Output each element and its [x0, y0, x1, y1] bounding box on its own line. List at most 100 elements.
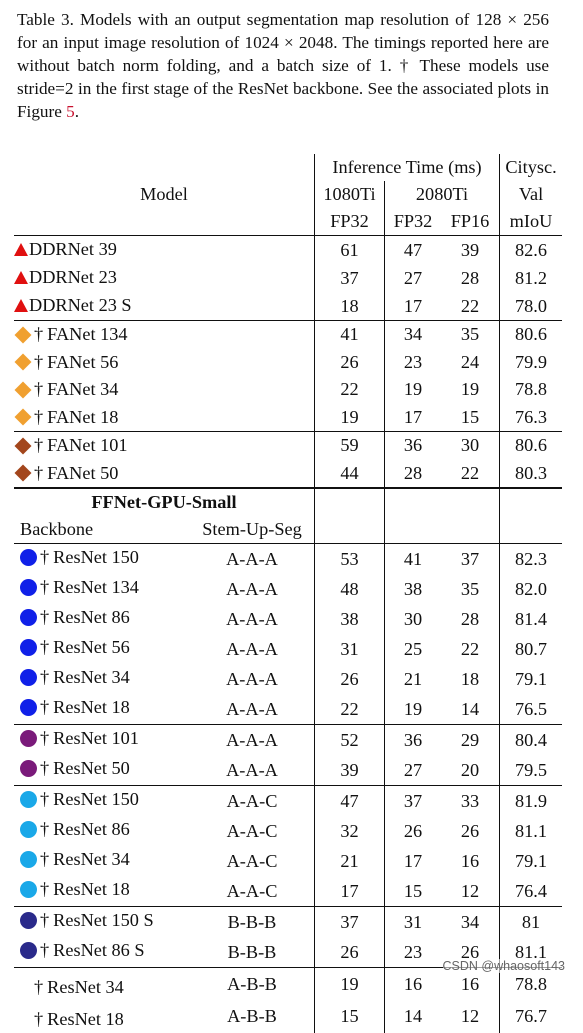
cell-miou: 80.3 — [500, 460, 563, 489]
circle-icon — [20, 942, 37, 959]
stem-up-seg-cell: A-B-B — [190, 968, 315, 1001]
cell-t2080-16: 35 — [441, 574, 500, 604]
cell-miou: 82.0 — [500, 574, 563, 604]
cell-t1080: 44 — [315, 460, 385, 489]
cell-miou: 79.1 — [500, 846, 563, 876]
cell-t2080-32: 47 — [385, 236, 442, 265]
cell-t2080-32: 23 — [385, 937, 442, 968]
cell-t2080-32: 27 — [385, 755, 442, 786]
cell-t2080-32: 34 — [385, 321, 442, 349]
col-header-fp16-2080: FP16 — [441, 208, 500, 236]
cell-t1080: 37 — [315, 264, 385, 292]
model-name-cell: †ResNet 150 S — [14, 907, 190, 938]
model-name-cell: †FANet 50 — [14, 460, 315, 489]
model-name: †ResNet 18 — [14, 694, 130, 721]
circle-icon — [20, 669, 37, 686]
cell-t2080-16: 22 — [441, 460, 500, 489]
cell-t2080-32: 31 — [385, 907, 442, 938]
cell-miou: 76.4 — [500, 876, 563, 907]
col-header-1080ti: 1080Ti — [315, 181, 385, 208]
cell-miou: 82.3 — [500, 544, 563, 575]
cell-t1080: 61 — [315, 236, 385, 265]
cell-miou: 81.4 — [500, 604, 563, 634]
model-name-text: FANet 101 — [47, 432, 127, 459]
figure-reference-link[interactable]: 5 — [66, 102, 75, 121]
diamond-icon — [15, 326, 32, 343]
red-triangle-icon — [14, 271, 28, 284]
circle-icon — [20, 881, 37, 898]
model-name-text: ResNet 34 — [53, 846, 130, 873]
model-name: †FANet 50 — [14, 460, 118, 487]
model-name-cell: †ResNet 18 — [14, 1001, 190, 1033]
empty-cell — [385, 488, 442, 516]
empty-cell — [500, 516, 563, 544]
model-name: DDRNet 39 — [14, 236, 117, 263]
dagger-symbol: † — [40, 725, 49, 752]
model-name-text: ResNet 86 — [53, 604, 130, 631]
model-name-text: ResNet 86 — [53, 816, 130, 843]
cell-t2080-16: 30 — [441, 432, 500, 460]
dagger-symbol: † — [40, 664, 49, 691]
col-header-fp32-2080: FP32 — [385, 208, 442, 236]
model-name-text: ResNet 150 — [53, 786, 139, 813]
col-header-stem-up-seg: Stem-Up-Seg — [190, 516, 315, 544]
stem-up-seg-cell: B-B-B — [190, 907, 315, 938]
cell-t1080: 39 — [315, 755, 385, 786]
dagger-symbol: † — [40, 574, 49, 601]
diamond-icon — [15, 381, 32, 398]
stem-up-seg-cell: A-A-A — [190, 634, 315, 664]
model-name: †FANet 34 — [14, 376, 118, 403]
diamond-icon — [15, 465, 32, 482]
model-name: DDRNet 23 — [14, 264, 117, 291]
circle-icon — [20, 609, 37, 626]
cell-t2080-32: 30 — [385, 604, 442, 634]
cell-miou: 79.9 — [500, 349, 563, 377]
dagger-symbol: † — [40, 816, 49, 843]
model-name-cell: †FANet 56 — [14, 349, 315, 377]
cell-t2080-16: 34 — [441, 907, 500, 938]
cell-t1080: 32 — [315, 816, 385, 846]
model-name: †ResNet 150 — [14, 544, 139, 571]
stem-up-seg-cell: B-B-B — [190, 937, 315, 968]
model-name-cell: †FANet 101 — [14, 432, 315, 460]
cell-miou: 76.3 — [500, 404, 563, 432]
model-name-cell: †FANet 34 — [14, 376, 315, 404]
cell-t1080: 17 — [315, 876, 385, 907]
model-name-cell: †ResNet 86 — [14, 816, 190, 846]
dagger-symbol: † — [34, 432, 43, 459]
model-name-text: ResNet 150 — [53, 544, 139, 571]
dagger-symbol: † — [40, 694, 49, 721]
empty-cell — [315, 516, 385, 544]
cell-t1080: 48 — [315, 574, 385, 604]
caption-end: . — [75, 102, 79, 121]
cell-t2080-32: 21 — [385, 664, 442, 694]
cell-t2080-32: 17 — [385, 292, 442, 321]
stem-up-seg-cell: A-A-A — [190, 725, 315, 756]
model-name: †ResNet 86 — [14, 604, 130, 631]
cell-t2080-16: 37 — [441, 544, 500, 575]
cell-t1080: 22 — [315, 376, 385, 404]
model-name-text: FANet 50 — [47, 460, 118, 487]
model-name-text: ResNet 18 — [53, 694, 130, 721]
stem-up-seg-cell: A-A-A — [190, 604, 315, 634]
model-name-cell: †ResNet 18 — [14, 876, 190, 907]
cell-t2080-32: 36 — [385, 725, 442, 756]
dagger-symbol: † — [34, 349, 43, 376]
cell-t2080-16: 12 — [441, 1001, 500, 1033]
cell-t1080: 26 — [315, 937, 385, 968]
model-name-cell: DDRNet 39 — [14, 236, 315, 265]
ffnet-title-row: FFNet-GPU-Small — [14, 488, 562, 516]
stem-up-seg-cell: A-A-A — [190, 664, 315, 694]
cell-t2080-32: 38 — [385, 574, 442, 604]
model-name: †FANet 56 — [14, 349, 118, 376]
circle-icon — [20, 851, 37, 868]
cell-miou: 78.8 — [500, 376, 563, 404]
model-name-cell: †ResNet 18 — [14, 694, 190, 725]
